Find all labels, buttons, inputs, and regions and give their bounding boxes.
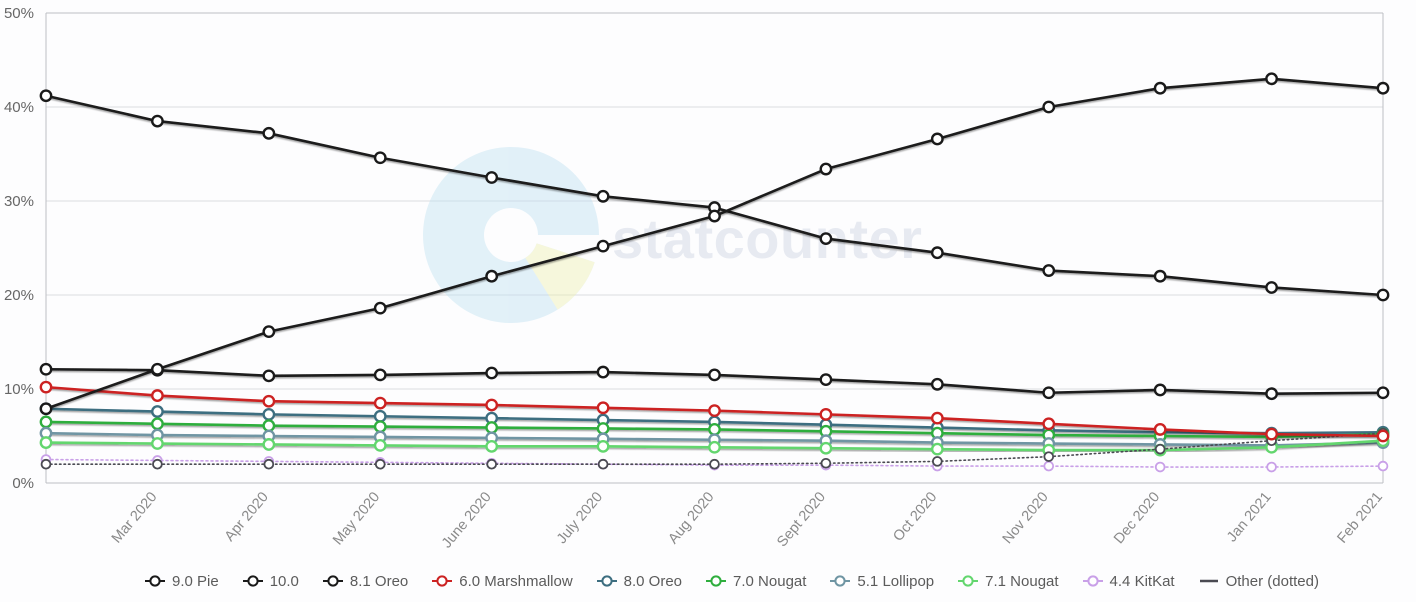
svg-text:Dec 2020: Dec 2020 bbox=[1111, 489, 1163, 547]
svg-text:Nov 2020: Nov 2020 bbox=[1000, 489, 1052, 547]
svg-text:40%: 40% bbox=[4, 99, 34, 116]
svg-text:20%: 20% bbox=[4, 287, 34, 304]
svg-text:July 2020: July 2020 bbox=[554, 489, 606, 547]
svg-text:Feb 2021: Feb 2021 bbox=[1334, 489, 1386, 546]
svg-text:May 2020: May 2020 bbox=[330, 489, 383, 548]
svg-text:0%: 0% bbox=[12, 475, 34, 492]
svg-text:Mar 2020: Mar 2020 bbox=[109, 489, 161, 546]
svg-text:30%: 30% bbox=[4, 193, 34, 210]
svg-text:Jan 2021: Jan 2021 bbox=[1224, 489, 1275, 545]
svg-text:Aug 2020: Aug 2020 bbox=[665, 489, 717, 547]
svg-text:Apr 2020: Apr 2020 bbox=[222, 489, 272, 544]
svg-text:Oct 2020: Oct 2020 bbox=[890, 489, 940, 544]
svg-text:10%: 10% bbox=[4, 381, 34, 398]
svg-text:June 2020: June 2020 bbox=[439, 489, 495, 551]
svg-text:50%: 50% bbox=[4, 5, 34, 22]
svg-text:Sept 2020: Sept 2020 bbox=[774, 489, 829, 550]
svg-text:statcounter: statcounter bbox=[612, 207, 922, 270]
